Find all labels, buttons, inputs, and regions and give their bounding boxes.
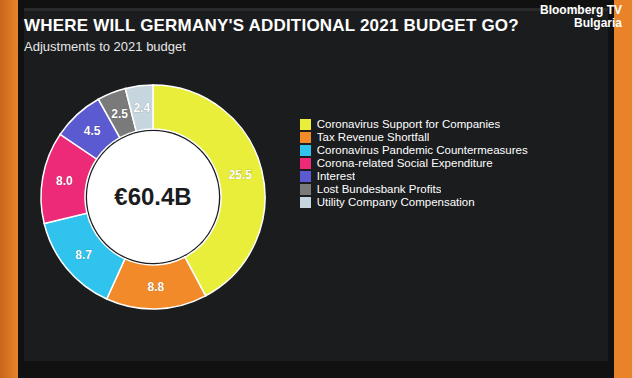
html-text:Adjustments to 2021 budget: Adjustments to 2021 budget bbox=[24, 39, 186, 54]
html-text:WHERE WILL GERMANY'S ADDITIONA: WHERE WILL GERMANY'S ADDITIONAL 2021 BUD… bbox=[24, 16, 519, 35]
html-text:Bloomberg TV Bulgaria: Bloomberg TV Bulgaria bbox=[540, 3, 622, 30]
svg-text:8.8: 8.8 bbox=[147, 280, 164, 294]
html-text:Lost Bundesbank Profits: Lost Bundesbank Profits bbox=[316, 183, 442, 195]
html-text:Coronavirus Support for Compan: Coronavirus Support for Companies bbox=[316, 118, 501, 130]
svg-text:8.7: 8.7 bbox=[75, 248, 92, 262]
svg-text:2.4: 2.4 bbox=[133, 101, 150, 115]
html-text:Tax Revenue Shortfall: Tax Revenue Shortfall bbox=[316, 131, 430, 143]
svg-text:8.0: 8.0 bbox=[56, 174, 73, 188]
html-text:Utility Company Compensation: Utility Company Compensation bbox=[316, 196, 475, 208]
html-text:Corona-related Social Expendit: Corona-related Social Expenditure bbox=[316, 157, 493, 169]
svg-text:4.5: 4.5 bbox=[84, 124, 101, 138]
html-text:Interest: Interest bbox=[316, 170, 356, 182]
html-text:Coronavirus Pandemic Counterme: Coronavirus Pandemic Countermeasures bbox=[316, 144, 528, 156]
svg-text:€60.4B: €60.4B bbox=[114, 183, 191, 210]
svg-text:2.5: 2.5 bbox=[111, 107, 128, 121]
svg-text:25.5: 25.5 bbox=[229, 168, 253, 182]
